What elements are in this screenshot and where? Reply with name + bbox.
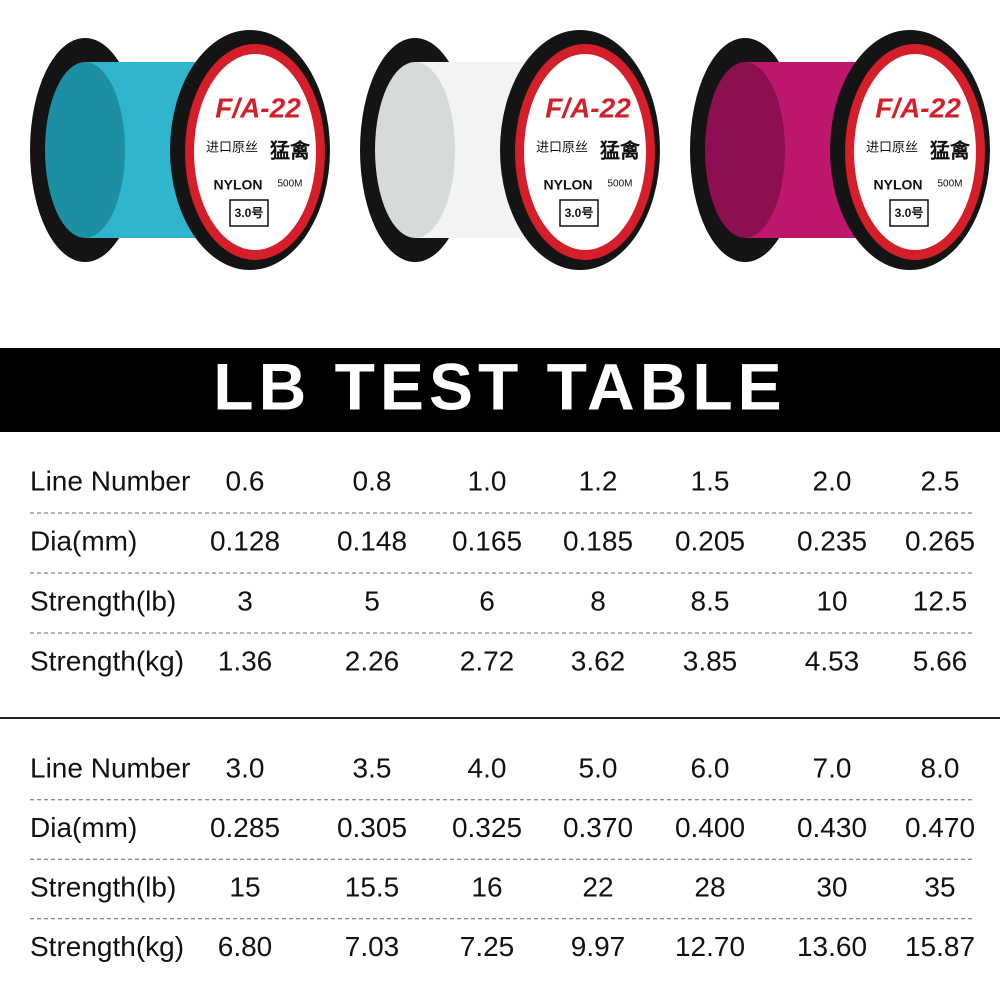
- cell-value: 5: [364, 585, 380, 616]
- label-disk: [854, 54, 976, 250]
- cell-value: 12.5: [913, 585, 968, 616]
- cell-value: 0.128: [210, 525, 280, 556]
- cell-value: 0.165: [452, 525, 522, 556]
- cell-value: 0.285: [210, 812, 280, 843]
- cell-value: 16: [471, 871, 502, 902]
- label-size: 3.0号: [235, 205, 264, 220]
- label-name: 猛禽: [599, 138, 641, 162]
- label-material: NYLON: [874, 177, 923, 193]
- cell-value: 30: [816, 871, 847, 902]
- cell-value: 8: [590, 585, 606, 616]
- row-label: Strength(lb): [30, 871, 176, 902]
- row-label: Line Number: [30, 752, 190, 783]
- label-size-box: [559, 199, 599, 227]
- label-subtitle: 进口原丝: [536, 139, 588, 154]
- cell-value: 5.66: [913, 645, 968, 676]
- row-label: Line Number: [30, 465, 190, 496]
- cell-value: 7.0: [813, 752, 852, 783]
- line-body-end: [375, 62, 455, 238]
- cell-value: 0.470: [905, 812, 975, 843]
- cell-value: 0.235: [797, 525, 867, 556]
- cell-value: 0.148: [337, 525, 407, 556]
- label-size: 3.0号: [895, 205, 924, 220]
- cell-value: 1.2: [579, 465, 618, 496]
- row-label: Dia(mm): [30, 812, 137, 843]
- cell-value: 0.185: [563, 525, 633, 556]
- cell-value: 0.8: [353, 465, 392, 496]
- cell-value: 0.430: [797, 812, 867, 843]
- cell-value: 2.26: [345, 645, 400, 676]
- row-label: Dia(mm): [30, 525, 137, 556]
- tables: Line Number 0.6 0.8 1.0 1.2 1.5 2.0 2.5 Dia(mm) 0…: [30, 465, 975, 962]
- cell-value: 3.5: [353, 752, 392, 783]
- cell-value: 7.25: [460, 931, 515, 962]
- label-length: 500M: [277, 179, 302, 190]
- label-length: 500M: [937, 179, 962, 190]
- cell-value: 4.53: [805, 645, 860, 676]
- label-subtitle: 进口原丝: [206, 139, 258, 154]
- label-size-box: [229, 199, 269, 227]
- cell-value: 10: [816, 585, 847, 616]
- cell-value: 5.0: [579, 752, 618, 783]
- cell-value: 0.305: [337, 812, 407, 843]
- cell-value: 6.0: [691, 752, 730, 783]
- cell-value: 0.400: [675, 812, 745, 843]
- cell-value: 9.97: [571, 931, 626, 962]
- cell-value: 8.0: [921, 752, 960, 783]
- label-size-box: [889, 199, 929, 227]
- label-disk: [524, 54, 646, 250]
- cell-value: 3.85: [683, 645, 738, 676]
- cell-value: 0.6: [226, 465, 265, 496]
- cell-value: 2.0: [813, 465, 852, 496]
- cell-value: 0.265: [905, 525, 975, 556]
- cell-value: 13.60: [797, 931, 867, 962]
- cell-value: 8.5: [691, 585, 730, 616]
- cell-value: 3: [237, 585, 253, 616]
- label-material: NYLON: [544, 177, 593, 193]
- cell-value: 0.205: [675, 525, 745, 556]
- label-brand: F/A-22: [875, 92, 961, 123]
- label-material: NYLON: [214, 177, 263, 193]
- line-body-end: [45, 62, 125, 238]
- banner: [0, 348, 1000, 432]
- cell-value: 1.0: [468, 465, 507, 496]
- cell-value: 15: [229, 871, 260, 902]
- cell-value: 0.325: [452, 812, 522, 843]
- label-subtitle: 进口原丝: [866, 139, 918, 154]
- cell-value: 2.5: [921, 465, 960, 496]
- cell-value: 4.0: [468, 752, 507, 783]
- cell-value: 28: [694, 871, 725, 902]
- label-name: 猛禽: [269, 138, 311, 162]
- line-body-end: [705, 62, 785, 238]
- cell-value: 3.0: [226, 752, 265, 783]
- label-brand: F/A-22: [215, 92, 301, 123]
- row-label: Strength(kg): [30, 645, 184, 676]
- row-label: Strength(kg): [30, 931, 184, 962]
- cell-value: 15.87: [905, 931, 975, 962]
- cell-value: 6: [479, 585, 495, 616]
- cell-value: 12.70: [675, 931, 745, 962]
- label-name: 猛禽: [929, 138, 971, 162]
- cell-value: 6.80: [218, 931, 273, 962]
- label-length: 500M: [607, 179, 632, 190]
- cell-value: 22: [582, 871, 613, 902]
- label-brand: F/A-22: [545, 92, 631, 123]
- label-size: 3.0号: [565, 205, 594, 220]
- cell-value: 15.5: [345, 871, 400, 902]
- label-disk: [194, 54, 316, 250]
- cell-value: 7.03: [345, 931, 400, 962]
- cell-value: 0.370: [563, 812, 633, 843]
- banner-title: LB TEST TABLE: [213, 349, 786, 423]
- cell-value: 3.62: [571, 645, 626, 676]
- cell-value: 1.36: [218, 645, 273, 676]
- cell-value: 35: [924, 871, 955, 902]
- cell-value: 2.72: [460, 645, 515, 676]
- row-label: Strength(lb): [30, 585, 176, 616]
- cell-value: 1.5: [691, 465, 730, 496]
